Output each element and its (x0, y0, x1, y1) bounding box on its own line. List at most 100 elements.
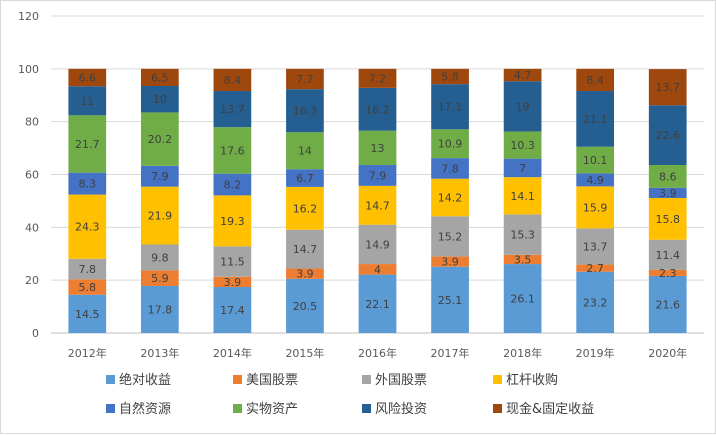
data-label: 3.9 (296, 268, 314, 281)
data-label: 20.2 (148, 133, 173, 146)
data-label: 16.3 (293, 105, 318, 118)
bar-segment (213, 127, 252, 174)
data-label: 7.7 (296, 73, 314, 86)
bar-segment (576, 91, 615, 147)
data-label: 20.5 (293, 300, 318, 313)
legend-label: 美国股票 (246, 373, 298, 388)
bar-segment (68, 294, 107, 333)
x-tick-label: 2018年 (503, 346, 542, 360)
data-label: 13.7 (655, 81, 680, 94)
data-label: 7.9 (369, 169, 387, 182)
data-label: 8.3 (79, 178, 97, 191)
legend-label: 绝对收益 (119, 372, 171, 388)
bar-segment (431, 84, 469, 130)
bar-segment (68, 279, 107, 295)
bar-segment (431, 158, 469, 179)
bar-segment (576, 271, 615, 333)
data-label: 14.7 (293, 243, 318, 256)
bar-segment (358, 68, 397, 88)
bar-segment (503, 264, 542, 333)
bar-segment (431, 68, 469, 85)
data-label: 3.9 (441, 256, 459, 269)
data-label: 7.8 (441, 162, 459, 175)
bar-segment (68, 86, 107, 116)
data-label: 15.9 (583, 201, 608, 214)
data-label: 5.8 (79, 281, 97, 294)
data-label: 7.2 (369, 72, 387, 85)
legend-swatch (106, 404, 115, 413)
x-tick-label: 2017年 (431, 346, 470, 360)
data-label: 10.1 (583, 154, 608, 167)
data-label: 16.2 (293, 202, 318, 215)
bar-segment (286, 229, 324, 269)
data-label: 21.6 (655, 298, 680, 311)
bar-segment (213, 195, 252, 247)
legend-label: 现金&固定收益 (506, 401, 594, 417)
bar-segment (213, 287, 252, 333)
data-label: 24.3 (75, 221, 100, 234)
y-tick-label: 0 (32, 327, 39, 340)
bar-segment (140, 68, 179, 87)
data-label: 8.4 (586, 74, 604, 87)
bar-segment (358, 264, 397, 275)
legend-label: 自然资源 (119, 401, 171, 417)
data-label: 3.9 (659, 187, 677, 200)
data-label: 5.9 (151, 272, 169, 285)
data-label: 6.6 (79, 72, 97, 85)
y-tick-label: 120 (18, 10, 39, 23)
bar-segment (140, 86, 179, 113)
data-label: 14.1 (510, 190, 535, 203)
data-label: 25.1 (438, 294, 463, 307)
data-label: 7 (519, 162, 526, 175)
bar-segment (503, 68, 542, 82)
data-label: 13.7 (220, 103, 245, 116)
bar-segment (431, 129, 469, 159)
bar-segment (503, 254, 542, 265)
y-axis-ticks: 0 20 40 60 80 100 120 (18, 10, 39, 340)
bar-segment (213, 91, 252, 128)
bar-segment (358, 274, 397, 333)
data-label: 3.5 (514, 253, 532, 266)
bar-segment (68, 258, 107, 280)
x-tick-label: 2015年 (285, 346, 324, 360)
data-label: 17.4 (220, 304, 245, 317)
legend-swatch (106, 375, 115, 384)
bar-segment (286, 268, 324, 279)
bar-segment (576, 146, 615, 174)
data-label: 14.2 (438, 191, 463, 204)
bar-segment (68, 194, 107, 259)
data-label: 22.6 (655, 129, 680, 142)
data-label: 17.8 (148, 303, 173, 316)
bar-segment (213, 276, 252, 288)
bar-segment (286, 278, 324, 333)
data-label: 6.7 (296, 172, 314, 185)
data-label: 2.3 (659, 267, 677, 280)
bar-segment (648, 275, 687, 333)
bar-segment (286, 132, 324, 170)
bar-segment (68, 172, 107, 195)
data-label: 15.3 (510, 229, 535, 242)
bar-segment (140, 270, 179, 286)
data-label: 11.4 (655, 249, 680, 262)
legend-label: 外国股票 (375, 373, 427, 388)
data-label: 23.2 (583, 296, 608, 309)
legend-label: 实物资产 (246, 402, 298, 417)
bar-segment (576, 68, 615, 92)
data-label: 2.7 (586, 262, 604, 275)
bar-segment (68, 115, 107, 173)
bar-segment (648, 269, 687, 276)
data-label: 10.9 (438, 138, 463, 151)
bar-segment (286, 186, 324, 230)
bar-segment (431, 216, 469, 257)
legend-swatch (493, 375, 502, 384)
bar-segment (140, 285, 179, 333)
data-label: 8.2 (224, 179, 242, 192)
y-tick-label: 20 (25, 274, 39, 287)
bar-segment (358, 224, 397, 265)
legend-swatch (362, 404, 371, 413)
bar-segment (576, 264, 615, 272)
bar-segment (358, 185, 397, 225)
legend-swatch (362, 375, 371, 384)
legend-swatch (233, 375, 242, 384)
